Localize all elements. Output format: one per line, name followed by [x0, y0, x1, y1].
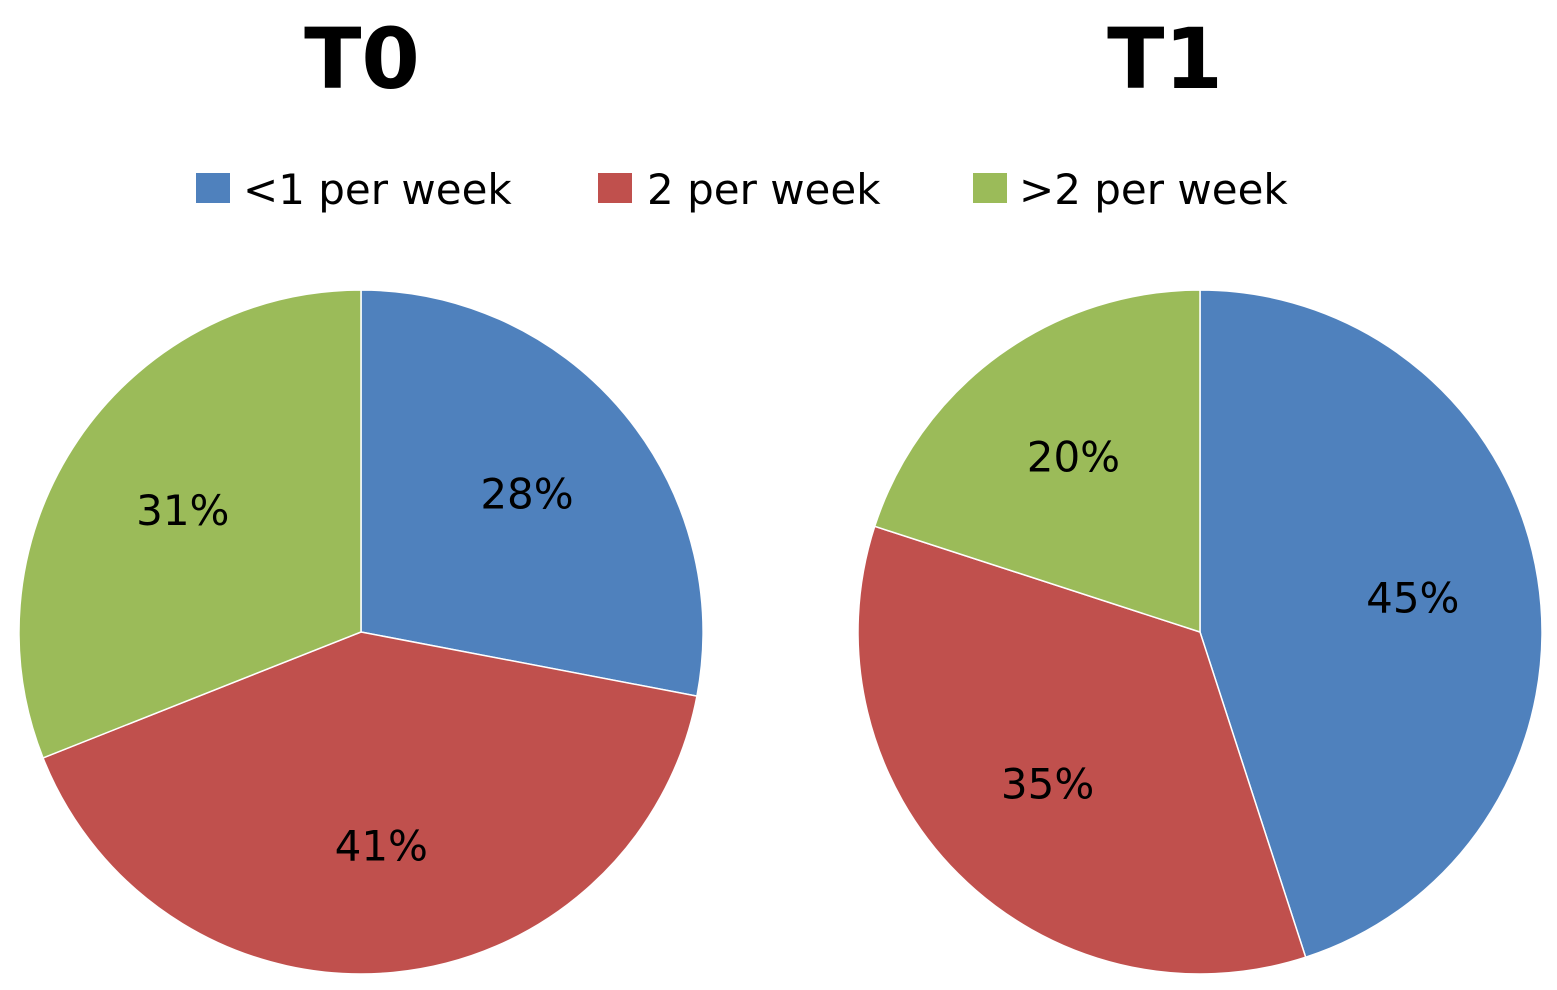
data-label-gt2-per-week-t1: 20% [1027, 433, 1120, 482]
data-label-lt1-per-week-t0: 28% [480, 470, 573, 519]
pie-slice-gt2-per-week-t1 [873, 289, 1201, 634]
legend-swatch-gt2-per-week [973, 173, 1007, 203]
legend-label-lt1-per-week: <1 per week [243, 165, 512, 214]
data-label-gt2-per-week-t0: 31% [136, 486, 229, 535]
pie-chart-t0: 28% 41% 31% [18, 289, 704, 975]
pie-slice-2-per-week-t1 [857, 525, 1307, 975]
legend-label-gt2-per-week: >2 per week [1019, 165, 1288, 214]
legend-swatch-lt1-per-week [196, 173, 230, 203]
legend-swatch-2-per-week [598, 173, 632, 203]
pie-slice-lt1-per-week-t1 [1199, 289, 1543, 959]
pie-slice-gt2-per-week-t0 [18, 289, 362, 759]
data-label-lt1-per-week-t1: 45% [1366, 573, 1459, 622]
pie-slice-2-per-week-t0 [42, 631, 698, 975]
data-label-2-per-week-t0: 41% [335, 822, 428, 871]
pie-slice-lt1-per-week-t0 [360, 289, 704, 697]
pie-chart-t1: 45% 35% 20% [857, 289, 1543, 975]
chart-title-t1: T1 [1107, 10, 1223, 108]
legend-label-2-per-week: 2 per week [647, 165, 881, 214]
data-label-2-per-week-t1: 35% [1001, 759, 1094, 808]
legend: <1 per week 2 per week >2 per week [196, 165, 1288, 214]
chart-title-t0: T0 [304, 10, 420, 108]
